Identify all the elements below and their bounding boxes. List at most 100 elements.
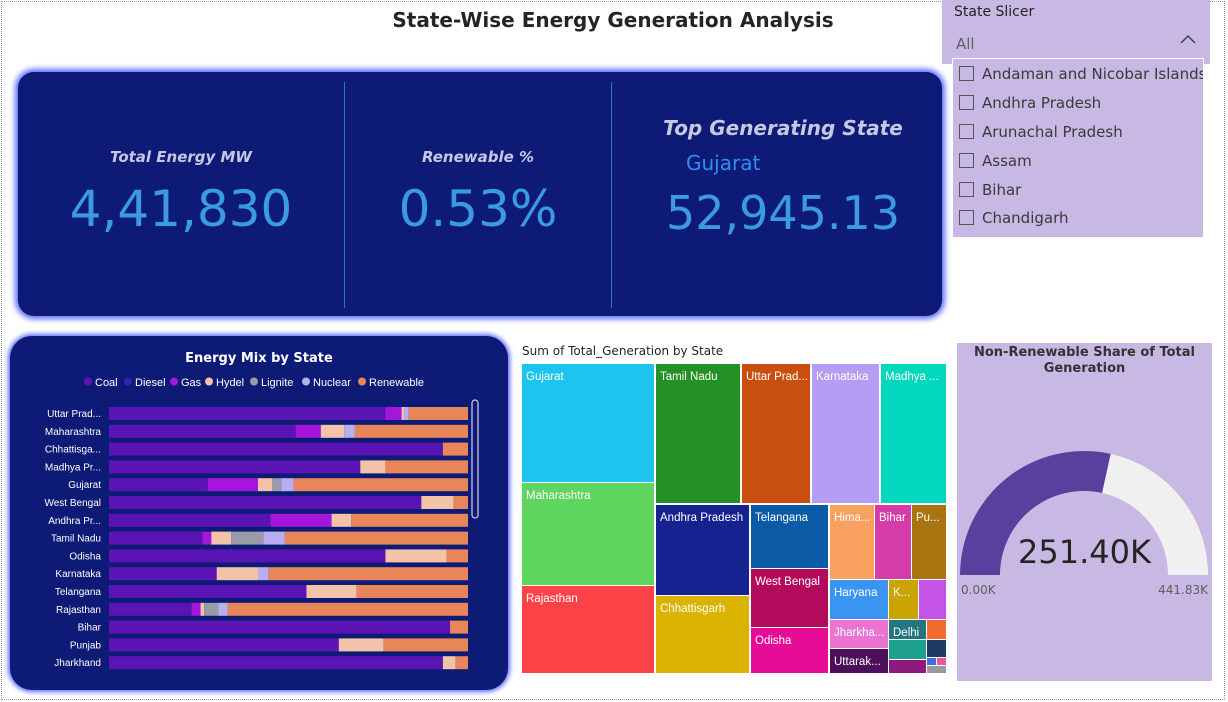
- bar-segment[interactable]: [404, 407, 409, 420]
- slicer-item[interactable]: Chandigarh: [959, 209, 1069, 233]
- bar-segment[interactable]: [360, 460, 386, 474]
- treemap-tile[interactable]: [656, 596, 749, 673]
- treemap-tile[interactable]: [751, 569, 828, 627]
- bar-segment[interactable]: [351, 513, 468, 527]
- treemap-tile[interactable]: [751, 628, 828, 673]
- bar-segment[interactable]: [385, 460, 468, 474]
- bar-segment[interactable]: [421, 496, 454, 509]
- checkbox[interactable]: [959, 182, 974, 197]
- legend-label[interactable]: Coal: [95, 377, 118, 389]
- slicer-item[interactable]: Bihar: [959, 181, 1021, 205]
- scrollbar-thumb[interactable]: [471, 399, 479, 519]
- treemap-tile[interactable]: [889, 660, 926, 673]
- bar-segment[interactable]: [385, 407, 402, 420]
- checkbox[interactable]: [959, 153, 974, 168]
- slicer-item[interactable]: Arunachal Pradesh: [959, 123, 1123, 147]
- bar-segment[interactable]: [383, 638, 468, 652]
- bar-segment[interactable]: [109, 460, 361, 474]
- treemap-tile[interactable]: [830, 505, 874, 579]
- bar-segment[interactable]: [109, 442, 443, 456]
- bar-segment[interactable]: [227, 602, 468, 616]
- treemap-tile[interactable]: [927, 640, 946, 657]
- treemap-tile[interactable]: [751, 505, 828, 568]
- treemap-tile[interactable]: [927, 620, 946, 639]
- bar-segment[interactable]: [270, 513, 332, 527]
- treemap-tile[interactable]: [889, 580, 918, 619]
- bar-segment[interactable]: [200, 602, 205, 616]
- bar-segment[interactable]: [295, 424, 321, 438]
- treemap-tile[interactable]: [830, 580, 888, 619]
- bar-segment[interactable]: [109, 478, 208, 492]
- bar-segment[interactable]: [455, 656, 468, 670]
- slicer-item[interactable]: Assam: [959, 152, 1032, 176]
- checkbox[interactable]: [959, 66, 974, 81]
- bar-segment[interactable]: [446, 549, 468, 563]
- chevron-up-icon[interactable]: [1178, 32, 1198, 46]
- bar-segment[interactable]: [109, 407, 386, 420]
- slicer-item[interactable]: Andhra Pradesh: [959, 94, 1101, 118]
- bar-segment[interactable]: [202, 531, 212, 545]
- bar-segment[interactable]: [344, 424, 355, 438]
- bar-segment[interactable]: [218, 602, 228, 616]
- bar-segment[interactable]: [109, 531, 203, 545]
- slicer-item[interactable]: Andaman and Nicobar Islands: [959, 65, 1203, 89]
- treemap-tile[interactable]: [881, 364, 946, 503]
- bar-segment[interactable]: [408, 407, 468, 420]
- bar-segment[interactable]: [109, 567, 217, 581]
- treemap-tile[interactable]: [889, 640, 926, 659]
- treemap-tile[interactable]: [919, 580, 946, 619]
- bar-segment[interactable]: [293, 478, 468, 492]
- bar-segment[interactable]: [211, 531, 232, 545]
- slicer-dropdown[interactable]: All: [952, 28, 1204, 59]
- bar-segment[interactable]: [109, 602, 192, 616]
- bar-segment[interactable]: [354, 424, 468, 438]
- bar-segment[interactable]: [306, 585, 357, 598]
- treemap-tile[interactable]: [656, 364, 740, 503]
- treemap-tile[interactable]: [742, 364, 810, 503]
- treemap-tile[interactable]: [875, 505, 911, 579]
- treemap-tile[interactable]: [522, 586, 654, 673]
- bar-segment[interactable]: [281, 478, 294, 492]
- bar-segment[interactable]: [109, 656, 443, 670]
- legend-label[interactable]: Renewable: [369, 377, 424, 389]
- bar-segment[interactable]: [257, 478, 273, 492]
- bar-segment[interactable]: [109, 424, 296, 438]
- bar-segment[interactable]: [453, 496, 468, 509]
- treemap-tile[interactable]: [830, 649, 888, 673]
- treemap-tile[interactable]: [830, 620, 888, 648]
- treemap-tile[interactable]: [927, 666, 946, 673]
- bar-segment[interactable]: [216, 567, 258, 581]
- treemap-tile[interactable]: [522, 483, 654, 585]
- bar-segment[interactable]: [450, 620, 468, 634]
- bar-segment[interactable]: [268, 567, 468, 581]
- legend-label[interactable]: Hydel: [216, 377, 244, 389]
- treemap-tile[interactable]: [889, 620, 926, 639]
- bar-segment[interactable]: [109, 585, 307, 598]
- bar-segment[interactable]: [356, 585, 468, 598]
- bar-segment[interactable]: [109, 496, 422, 509]
- bar-segment[interactable]: [284, 531, 468, 545]
- bar-segment[interactable]: [401, 407, 405, 420]
- treemap-tile[interactable]: [812, 364, 879, 503]
- bar-segment[interactable]: [272, 478, 282, 492]
- bar-segment[interactable]: [338, 638, 384, 652]
- bar-segment[interactable]: [204, 602, 219, 616]
- bar-segment[interactable]: [442, 656, 456, 670]
- bar-segment[interactable]: [442, 442, 468, 456]
- bar-segment[interactable]: [231, 531, 264, 545]
- checkbox[interactable]: [959, 95, 974, 110]
- bar-segment[interactable]: [320, 424, 345, 438]
- treemap-tile[interactable]: [656, 505, 749, 595]
- treemap-tile[interactable]: [522, 364, 654, 482]
- legend-label[interactable]: Nuclear: [313, 377, 351, 389]
- bar-segment[interactable]: [257, 567, 269, 581]
- bar-segment[interactable]: [191, 602, 201, 616]
- bar-segment[interactable]: [207, 478, 258, 492]
- bar-segment[interactable]: [109, 620, 451, 634]
- checkbox[interactable]: [959, 210, 974, 225]
- bar-segment[interactable]: [385, 549, 447, 563]
- legend-label[interactable]: Diesel: [135, 377, 166, 389]
- treemap-tile[interactable]: [937, 658, 946, 665]
- treemap-tile[interactable]: [912, 505, 946, 579]
- bar-segment[interactable]: [263, 531, 285, 545]
